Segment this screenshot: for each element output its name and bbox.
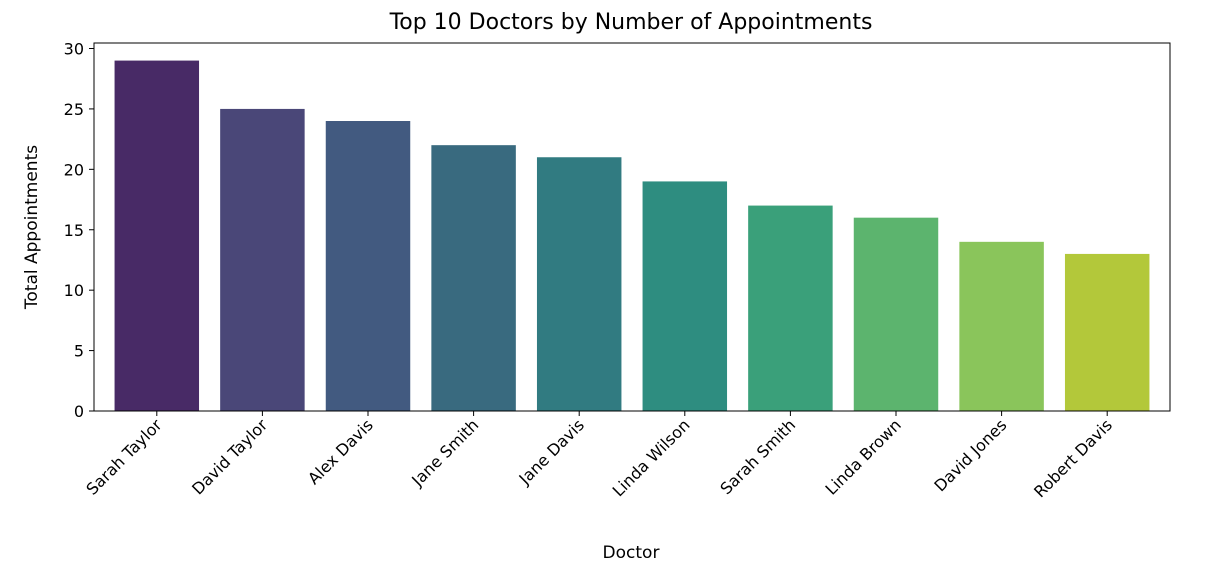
- bar-sarah-smith: [748, 205, 833, 411]
- x-axis-label: Doctor: [603, 543, 660, 563]
- bar-linda-brown: [853, 217, 939, 411]
- y-tick-label-20: 20: [64, 160, 84, 179]
- bar-linda-wilson: [642, 181, 728, 411]
- bar-jane-davis: [536, 157, 622, 411]
- x-tick-label-robert-davis: Robert Davis: [1030, 415, 1116, 501]
- y-axis-ticks: 0 5 10 15 20 25 30: [64, 40, 94, 421]
- y-tick-label-30: 30: [64, 40, 84, 59]
- y-tick-label-25: 25: [64, 100, 84, 119]
- bars-layer: [114, 60, 1150, 412]
- y-tick-label-0: 0: [74, 402, 84, 421]
- x-tick-label-jane-smith: Jane Smith: [407, 415, 482, 490]
- x-tick-label-linda-brown: Linda Brown: [822, 415, 905, 498]
- x-tick-label-david-jones: David Jones: [930, 415, 1010, 495]
- x-tick-label-jane-davis: Jane Davis: [515, 415, 589, 489]
- bar-jane-smith: [431, 145, 516, 412]
- y-tick-label-10: 10: [64, 281, 84, 300]
- x-tick-label-linda-wilson: Linda Wilson: [609, 415, 694, 500]
- bar-alex-davis: [325, 121, 411, 411]
- x-axis-ticks: Sarah Taylor David Taylor Alex Davis Jane S…: [82, 411, 1116, 501]
- bar-david-jones: [959, 241, 1044, 411]
- x-tick-label-alex-davis: Alex Davis: [304, 415, 377, 488]
- chart-title: Top 10 Doctors by Number of Appointments: [389, 10, 873, 35]
- y-axis-label: Total Appointments: [22, 145, 42, 310]
- y-tick-label-5: 5: [74, 342, 84, 361]
- x-tick-label-david-taylor: David Taylor: [188, 415, 271, 498]
- plot-frame: [93, 42, 1171, 412]
- bar-sarah-taylor: [114, 60, 200, 411]
- x-tick-label-sarah-taylor: Sarah Taylor: [82, 415, 166, 499]
- y-tick-label-15: 15: [64, 221, 84, 240]
- bar-robert-davis: [1064, 253, 1150, 411]
- x-tick-label-sarah-smith: Sarah Smith: [716, 415, 799, 498]
- bar-david-taylor: [220, 108, 305, 412]
